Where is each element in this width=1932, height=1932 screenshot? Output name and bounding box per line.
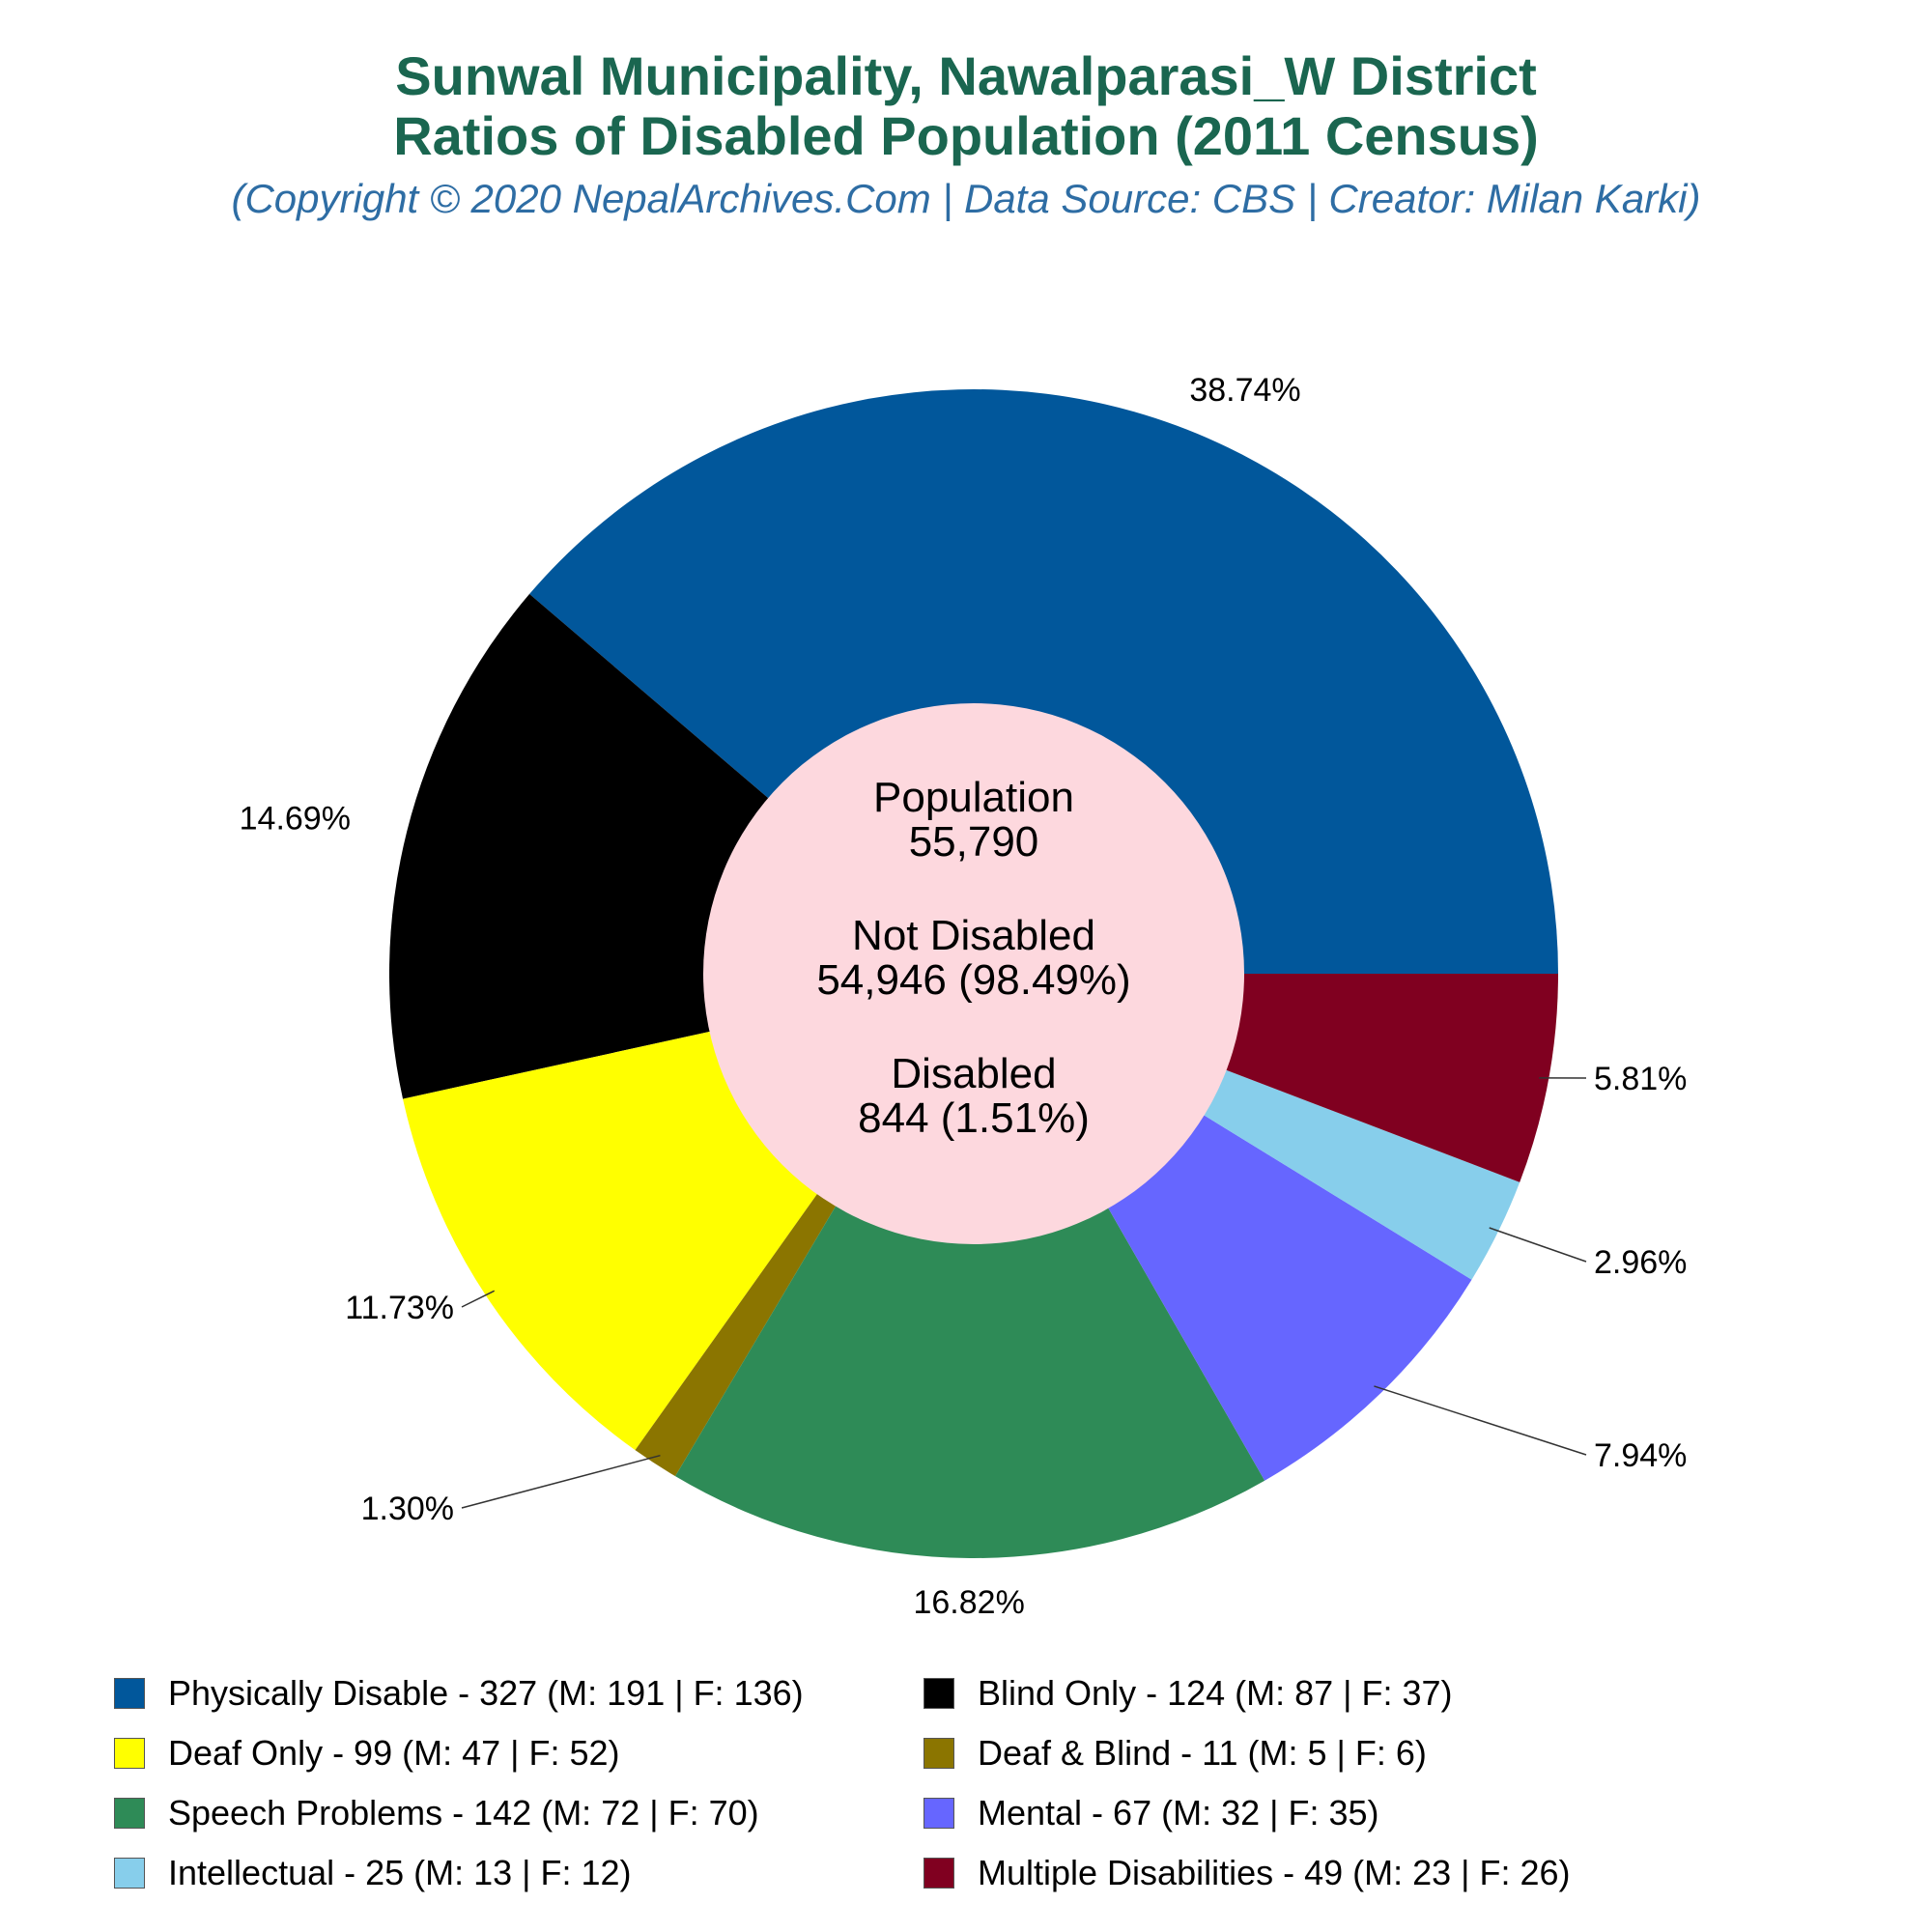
legend-swatch bbox=[114, 1798, 145, 1829]
center-not-disabled-value: 54,946 (98.49%) bbox=[816, 956, 1130, 1004]
leader-line bbox=[461, 1290, 496, 1308]
center-population-label: Population bbox=[873, 774, 1074, 821]
center-disabled-label: Disabled bbox=[891, 1050, 1056, 1097]
chart-title-line2: Ratios of Disabled Population (2011 Cens… bbox=[393, 105, 1539, 166]
legend-swatch bbox=[923, 1678, 954, 1709]
pie-slice-5 bbox=[675, 974, 1265, 1558]
pie-slice-1 bbox=[529, 388, 1559, 974]
leader-line bbox=[1374, 1385, 1587, 1456]
center-disabled-value: 844 (1.51%) bbox=[858, 1094, 1090, 1142]
legend-swatch bbox=[114, 1738, 145, 1769]
legend-swatch bbox=[923, 1858, 954, 1889]
chart-subtitle: (Copyright © 2020 NepalArchives.Com | Da… bbox=[231, 176, 1701, 221]
legend-item: Physically Disable - 327 (M: 191 | F: 13… bbox=[114, 1671, 804, 1716]
legend-swatch bbox=[114, 1678, 145, 1709]
slice-percent-label: 1.30% bbox=[361, 1491, 454, 1527]
slice-percent-label: 38.74% bbox=[1189, 372, 1300, 409]
slice-percent-label: 7.94% bbox=[1594, 1437, 1687, 1474]
leader-line bbox=[461, 1454, 661, 1509]
legend-label: Physically Disable - 327 (M: 191 | F: 13… bbox=[168, 1673, 804, 1713]
slice-percent-label: 5.81% bbox=[1594, 1061, 1687, 1097]
slice-percent-label: 2.96% bbox=[1594, 1244, 1687, 1281]
legend-item: Mental - 67 (M: 32 | F: 35) bbox=[923, 1791, 1379, 1835]
legend-label: Deaf & Blind - 11 (M: 5 | F: 6) bbox=[978, 1733, 1427, 1773]
legend-item: Deaf Only - 99 (M: 47 | F: 52) bbox=[114, 1731, 620, 1776]
legend-item: Intellectual - 25 (M: 13 | F: 12) bbox=[114, 1851, 632, 1895]
center-population-value: 55,790 bbox=[909, 818, 1039, 866]
slice-percent-label: 11.73% bbox=[345, 1290, 454, 1326]
center-not-disabled-label: Not Disabled bbox=[852, 912, 1095, 959]
legend-swatch bbox=[114, 1858, 145, 1889]
legend-item: Deaf & Blind - 11 (M: 5 | F: 6) bbox=[923, 1731, 1427, 1776]
legend-item: Speech Problems - 142 (M: 72 | F: 70) bbox=[114, 1791, 759, 1835]
legend-label: Speech Problems - 142 (M: 72 | F: 70) bbox=[168, 1793, 759, 1833]
legend-label: Mental - 67 (M: 32 | F: 35) bbox=[978, 1793, 1379, 1833]
legend-label: Blind Only - 124 (M: 87 | F: 37) bbox=[978, 1673, 1453, 1713]
legend-item: Multiple Disabilities - 49 (M: 23 | F: 2… bbox=[923, 1851, 1571, 1895]
legend-label: Intellectual - 25 (M: 13 | F: 12) bbox=[168, 1853, 632, 1892]
slice-percent-label: 16.82% bbox=[913, 1584, 1024, 1621]
chart-title-line1: Sunwal Municipality, Nawalparasi_W Distr… bbox=[395, 45, 1537, 106]
leader-line bbox=[1489, 1227, 1587, 1263]
donut-center bbox=[703, 703, 1244, 1244]
donut-chart: 38.74% 14.69% 11.73% 1.30% 16.82% 7.94% 2.96% 5… bbox=[240, 372, 1688, 1621]
legend-swatch bbox=[923, 1798, 954, 1829]
legend-label: Deaf Only - 99 (M: 47 | F: 52) bbox=[168, 1733, 620, 1773]
legend-swatch bbox=[923, 1738, 954, 1769]
legend-item: Blind Only - 124 (M: 87 | F: 37) bbox=[923, 1671, 1453, 1716]
slice-percent-label: 14.69% bbox=[240, 800, 351, 837]
legend-label: Multiple Disabilities - 49 (M: 23 | F: 2… bbox=[978, 1853, 1571, 1892]
